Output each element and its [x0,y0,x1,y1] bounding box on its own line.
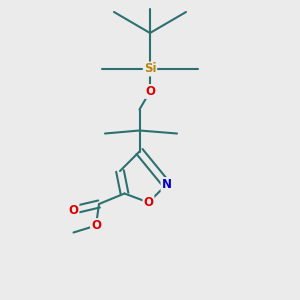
Text: O: O [143,196,154,209]
Text: O: O [145,85,155,98]
Text: Si: Si [144,62,156,76]
Text: O: O [68,203,79,217]
Text: N: N [161,178,172,191]
Text: O: O [91,219,101,232]
